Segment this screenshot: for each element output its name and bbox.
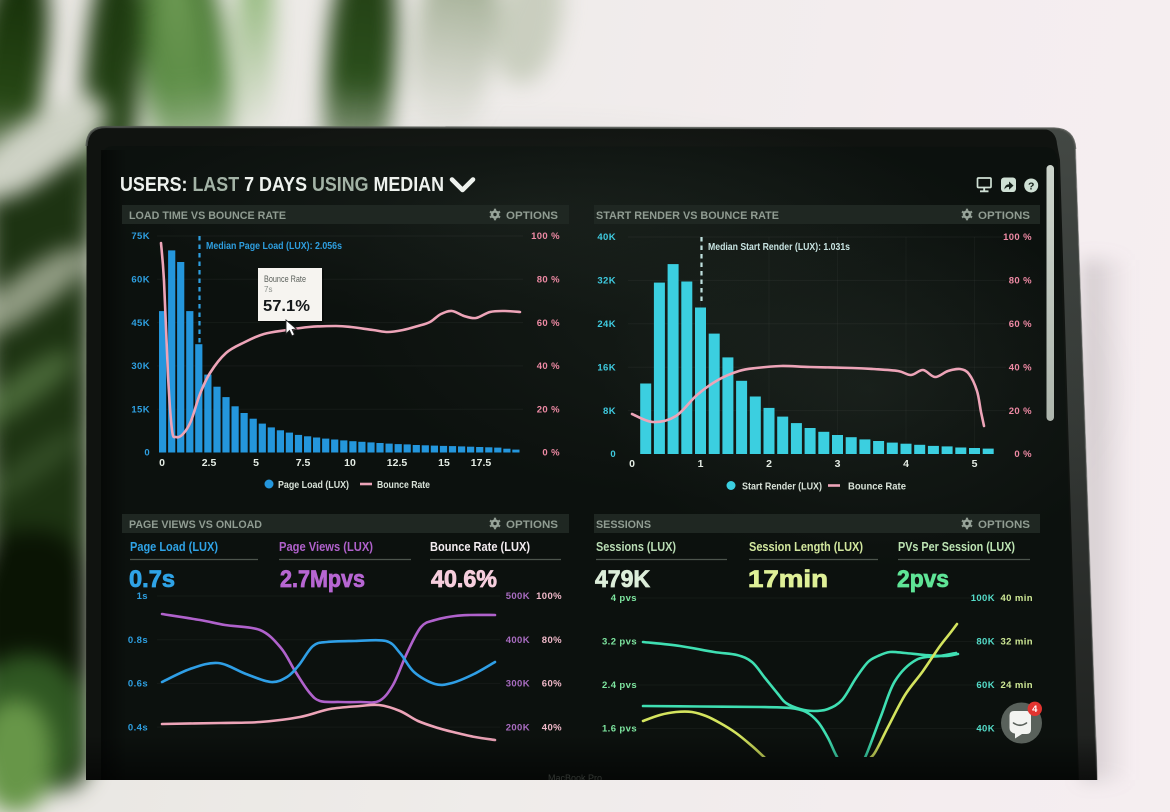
svg-text:4 pvs: 4 pvs <box>611 593 637 604</box>
svg-text:0.7s: 0.7s <box>129 566 175 593</box>
svg-text:4: 4 <box>1032 704 1038 715</box>
svg-text:60K: 60K <box>131 275 150 286</box>
svg-text:20 %: 20 % <box>537 404 560 415</box>
svg-text:1s: 1s <box>137 591 148 602</box>
svg-text:0: 0 <box>159 457 165 469</box>
svg-text:40K: 40K <box>597 232 616 243</box>
svg-text:40 %: 40 % <box>537 361 560 372</box>
svg-text:80K: 80K <box>976 637 995 648</box>
svg-text:40 min: 40 min <box>1001 593 1034 604</box>
svg-text:USERS: LAST 7 DAYS USING MEDIA: USERS: LAST 7 DAYS USING MEDIAN <box>120 173 444 196</box>
svg-text:Median Page Load (LUX): 2.056s: Median Page Load (LUX): 2.056s <box>206 240 342 252</box>
svg-text:17min: 17min <box>748 566 828 593</box>
svg-text:60 %: 60 % <box>1009 319 1032 330</box>
svg-text:40%: 40% <box>542 722 562 733</box>
svg-text:1.6 pvs: 1.6 pvs <box>602 724 637 735</box>
svg-text:24 min: 24 min <box>1001 680 1034 691</box>
svg-text:0: 0 <box>629 458 635 470</box>
svg-text:0.6s: 0.6s <box>128 679 148 690</box>
svg-text:15K: 15K <box>131 404 150 415</box>
svg-text:Bounce Rate: Bounce Rate <box>848 482 906 493</box>
svg-text:?: ? <box>1028 180 1034 192</box>
svg-text:Page Load (LUX): Page Load (LUX) <box>278 480 349 491</box>
svg-text:0: 0 <box>144 448 150 459</box>
svg-text:0 %: 0 % <box>542 448 560 459</box>
svg-text:Page Views (LUX): Page Views (LUX) <box>279 539 373 554</box>
svg-text:LOAD TIME VS BOUNCE RATE: LOAD TIME VS BOUNCE RATE <box>129 210 286 222</box>
svg-text:100 %: 100 % <box>1003 232 1032 243</box>
svg-text:Start Render (LUX): Start Render (LUX) <box>742 482 822 493</box>
svg-text:Bounce Rate: Bounce Rate <box>264 274 306 285</box>
svg-text:57.1%: 57.1% <box>263 298 310 315</box>
svg-text:2: 2 <box>766 458 772 470</box>
svg-text:0.8s: 0.8s <box>128 635 148 646</box>
svg-text:80%: 80% <box>542 635 562 646</box>
svg-text:0 %: 0 % <box>1014 449 1032 460</box>
svg-text:Bounce Rate (LUX): Bounce Rate (LUX) <box>430 539 530 554</box>
svg-text:1: 1 <box>698 458 704 470</box>
svg-text:100K: 100K <box>971 593 995 604</box>
svg-text:32 min: 32 min <box>1001 637 1034 648</box>
svg-text:40.6%: 40.6% <box>431 566 497 593</box>
svg-text:7.5: 7.5 <box>296 457 311 469</box>
svg-text:OPTIONS: OPTIONS <box>506 519 558 531</box>
svg-text:16K: 16K <box>597 362 616 373</box>
svg-text:200K: 200K <box>506 722 530 733</box>
svg-text:MacBook Pro: MacBook Pro <box>548 773 602 780</box>
svg-text:300K: 300K <box>506 679 530 690</box>
svg-text:500K: 500K <box>506 591 530 602</box>
svg-text:OPTIONS: OPTIONS <box>506 210 558 222</box>
svg-text:4: 4 <box>903 458 909 470</box>
svg-text:80 %: 80 % <box>537 275 560 286</box>
svg-text:60%: 60% <box>542 679 562 690</box>
svg-text:100%: 100% <box>536 591 562 602</box>
svg-text:0.4s: 0.4s <box>128 722 148 733</box>
svg-text:Session Length (LUX): Session Length (LUX) <box>749 539 863 554</box>
svg-text:5: 5 <box>253 457 259 469</box>
svg-text:8K: 8K <box>603 406 616 417</box>
svg-text:400K: 400K <box>506 635 530 646</box>
svg-text:OPTIONS: OPTIONS <box>978 210 1030 222</box>
svg-text:80 %: 80 % <box>1009 276 1032 287</box>
svg-text:2pvs: 2pvs <box>897 566 949 593</box>
svg-text:0: 0 <box>610 449 616 460</box>
svg-text:24K: 24K <box>597 319 616 330</box>
svg-text:32K: 32K <box>597 276 616 287</box>
svg-text:Bounce Rate: Bounce Rate <box>377 480 430 491</box>
svg-text:PAGE VIEWS VS ONLOAD: PAGE VIEWS VS ONLOAD <box>129 519 262 531</box>
svg-text:SESSIONS: SESSIONS <box>596 519 651 531</box>
svg-text:2.5: 2.5 <box>202 457 217 469</box>
svg-text:100 %: 100 % <box>531 231 560 242</box>
svg-text:7s: 7s <box>264 285 272 294</box>
svg-text:30K: 30K <box>131 361 150 372</box>
svg-text:60 %: 60 % <box>537 318 560 329</box>
svg-text:10: 10 <box>344 457 356 469</box>
svg-text:75K: 75K <box>131 231 150 242</box>
svg-text:3: 3 <box>835 458 841 470</box>
svg-text:START RENDER VS BOUNCE RATE: START RENDER VS BOUNCE RATE <box>596 210 779 222</box>
svg-text:40 %: 40 % <box>1009 362 1032 373</box>
svg-text:2.4 pvs: 2.4 pvs <box>602 680 637 691</box>
svg-text:Page Load (LUX): Page Load (LUX) <box>130 539 218 554</box>
svg-text:15: 15 <box>438 457 450 469</box>
svg-text:40K: 40K <box>976 724 995 735</box>
svg-text:OPTIONS: OPTIONS <box>978 519 1030 531</box>
svg-text:3.2 pvs: 3.2 pvs <box>602 637 637 648</box>
svg-text:PVs Per Session (LUX): PVs Per Session (LUX) <box>898 539 1015 554</box>
svg-text:5: 5 <box>972 458 978 470</box>
svg-text:2.7Mpvs: 2.7Mpvs <box>280 566 365 593</box>
svg-text:12.5: 12.5 <box>387 457 408 469</box>
svg-text:479K: 479K <box>595 566 651 593</box>
svg-text:20 %: 20 % <box>1009 406 1032 417</box>
svg-text:45K: 45K <box>131 318 150 329</box>
svg-text:17.5: 17.5 <box>471 457 492 469</box>
svg-text:Sessions (LUX): Sessions (LUX) <box>596 539 676 554</box>
svg-text:Median Start Render (LUX): 1.0: Median Start Render (LUX): 1.031s <box>708 241 850 253</box>
svg-text:60K: 60K <box>976 680 995 691</box>
